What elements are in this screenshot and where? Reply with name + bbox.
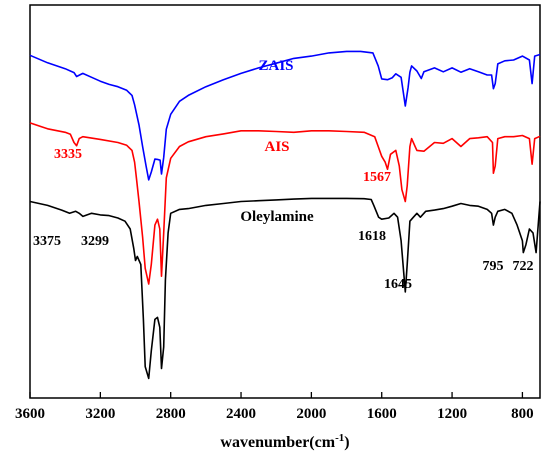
peak-label-1645: 1645 [384,277,412,292]
peak-label-1567: 1567 [363,170,391,185]
x-tick-label: 3200 [85,406,115,422]
x-tick-label: 800 [511,406,534,422]
x-tick-label: 1200 [437,406,467,422]
x-tick-label: 2400 [226,406,256,422]
series-label-oleylamine: Oleylamine [240,209,314,225]
peak-label-1618: 1618 [358,229,386,244]
x-tick-label: 2800 [156,406,186,422]
x-axis-ticks: 3600 3200 2800 2400 2000 1600 1200 800 [15,392,534,422]
x-tick-label: 3600 [15,406,45,422]
peak-label-3335: 3335 [54,147,82,162]
series-label-zais: ZAIS [258,58,293,74]
peak-label-795: 795 [483,259,504,274]
peak-label-3299: 3299 [81,234,109,249]
x-tick-label: 1600 [367,406,397,422]
series-line-oleylamine [29,197,541,380]
series-line-zais [29,50,541,181]
x-axis-title: wavenumber(cm-1) [220,432,349,451]
peak-label-722: 722 [513,259,534,274]
x-tick-label: 2000 [296,406,326,422]
series-line-ais [29,122,541,285]
series-label-ais: AIS [264,139,289,155]
peak-label-3375: 3375 [33,234,61,249]
x-axis-title-main: wavenumber(cm [220,434,335,451]
x-axis-title-close: ) [344,434,349,451]
series-lines [29,50,541,380]
x-axis-title-superscript: -1 [335,432,344,444]
